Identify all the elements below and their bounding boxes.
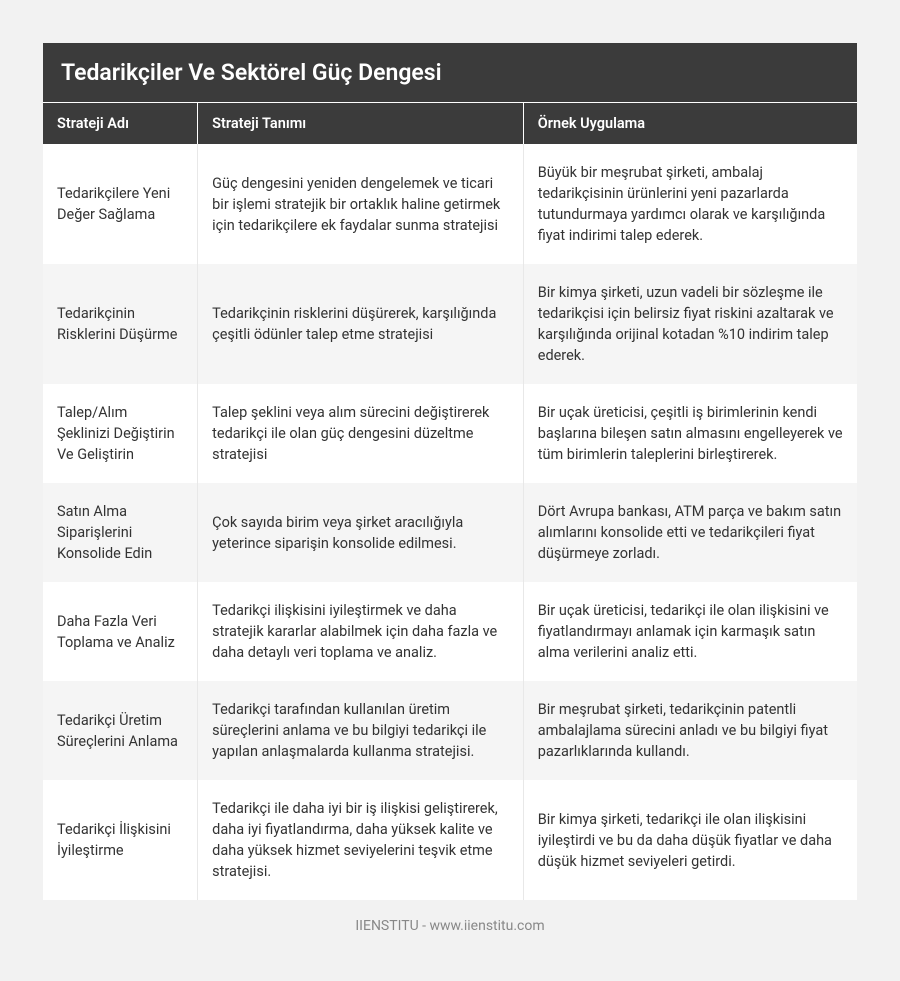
strategy-example-cell: Bir meşrubat şirketi, tedarikçinin paten… [523, 681, 857, 780]
table-row: Talep/Alım Şeklinizi Değiştirin Ve Geliş… [43, 384, 857, 483]
strategy-name-cell: Tedarikçilere Yeni Değer Sağlama [43, 144, 198, 264]
strategy-table: Strateji Adı Strateji Tanımı Örnek Uygul… [43, 103, 857, 900]
strategy-name-cell: Tedarikçinin Risklerini Düşürme [43, 264, 198, 384]
strategy-name-cell: Daha Fazla Veri Toplama ve Analiz [43, 582, 198, 681]
strategy-definition-cell: Güç dengesini yeniden dengelemek ve tica… [198, 144, 524, 264]
table-row: Satın Alma Siparişlerini Konsolide Edin … [43, 483, 857, 582]
header-row: Strateji Adı Strateji Tanımı Örnek Uygul… [43, 103, 857, 144]
table-row: Tedarikçi Üretim Süreçlerini Anlama Teda… [43, 681, 857, 780]
strategy-name-cell: Tedarikçi Üretim Süreçlerini Anlama [43, 681, 198, 780]
strategy-definition-cell: Tedarikçi tarafından kullanılan üretim s… [198, 681, 524, 780]
column-header-name: Strateji Adı [43, 103, 198, 144]
table-header: Strateji Adı Strateji Tanımı Örnek Uygul… [43, 103, 857, 144]
table-row: Tedarikçilere Yeni Değer Sağlama Güç den… [43, 144, 857, 264]
strategy-example-cell: Bir kimya şirketi, uzun vadeli bir sözle… [523, 264, 857, 384]
strategy-definition-cell: Tedarikçi ile daha iyi bir iş ilişkisi g… [198, 780, 524, 900]
strategy-definition-cell: Çok sayıda birim veya şirket aracılığıyl… [198, 483, 524, 582]
strategy-definition-cell: Tedarikçi ilişkisini iyileştirmek ve dah… [198, 582, 524, 681]
table-title: Tedarikçiler Ve Sektörel Güç Dengesi [43, 43, 857, 103]
strategy-example-cell: Bir kimya şirketi, tedarikçi ile olan il… [523, 780, 857, 900]
table-row: Tedarikçi İlişkisini İyileştirme Tedarik… [43, 780, 857, 900]
strategy-example-cell: Dört Avrupa bankası, ATM parça ve bakım … [523, 483, 857, 582]
table-row: Tedarikçinin Risklerini Düşürme Tedarikç… [43, 264, 857, 384]
strategy-example-cell: Büyük bir meşrubat şirketi, ambalaj teda… [523, 144, 857, 264]
column-header-example: Örnek Uygulama [523, 103, 857, 144]
strategy-definition-cell: Talep şeklini veya alım sürecini değişti… [198, 384, 524, 483]
strategy-definition-cell: Tedarikçinin risklerini düşürerek, karşı… [198, 264, 524, 384]
footer-text: IIENSTITU - www.iienstitu.com [43, 900, 857, 934]
strategy-example-cell: Bir uçak üreticisi, çeşitli iş birimleri… [523, 384, 857, 483]
table-body: Tedarikçilere Yeni Değer Sağlama Güç den… [43, 144, 857, 900]
column-header-definition: Strateji Tanımı [198, 103, 524, 144]
strategy-name-cell: Tedarikçi İlişkisini İyileştirme [43, 780, 198, 900]
strategy-table-container: Tedarikçiler Ve Sektörel Güç Dengesi Str… [43, 43, 857, 900]
strategy-name-cell: Talep/Alım Şeklinizi Değiştirin Ve Geliş… [43, 384, 198, 483]
strategy-example-cell: Bir uçak üreticisi, tedarikçi ile olan i… [523, 582, 857, 681]
table-row: Daha Fazla Veri Toplama ve Analiz Tedari… [43, 582, 857, 681]
strategy-name-cell: Satın Alma Siparişlerini Konsolide Edin [43, 483, 198, 582]
